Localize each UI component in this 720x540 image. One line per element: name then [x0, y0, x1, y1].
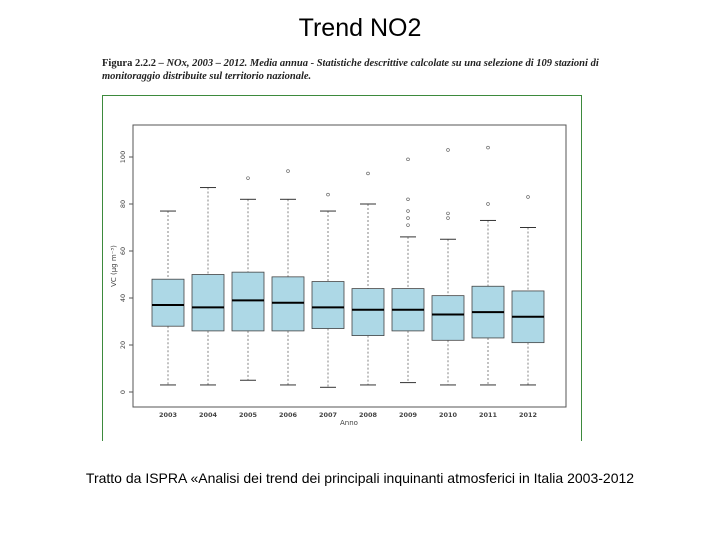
figure-frame — [102, 95, 582, 441]
box-2012 — [511, 195, 545, 386]
source-note: Tratto da ISPRA «Analisi dei trend dei p… — [85, 470, 635, 486]
outlier-point — [406, 157, 410, 162]
box-2003 — [151, 210, 185, 386]
boxes-group — [151, 145, 545, 388]
y-tick-label: 100 — [119, 151, 127, 163]
iqr-box — [271, 276, 305, 332]
x-tick-label: 2010 — [439, 411, 458, 419]
y-tick-label: 0 — [119, 390, 127, 394]
y-tick-label: 80 — [119, 200, 127, 208]
box-2008 — [351, 171, 385, 386]
box-2005 — [231, 176, 265, 381]
x-axis-label: Anno — [340, 419, 358, 427]
figure-caption: Figura 2.2.2 – NOx, 2003 – 2012. Media a… — [102, 57, 602, 83]
outlier-point — [406, 197, 410, 202]
x-tick-label: 2012 — [519, 411, 537, 419]
iqr-box — [311, 281, 345, 329]
y-axis-label: VC (µg m⁻³) — [110, 245, 118, 287]
figure-caption-text: – NOx, 2003 – 2012. Media annua - Statis… — [102, 58, 599, 82]
plot-area-border — [132, 124, 567, 408]
box-2011 — [471, 145, 505, 386]
outlier-point — [246, 176, 250, 180]
box-2007 — [311, 192, 345, 388]
x-tick-label: 2007 — [319, 411, 337, 419]
slide-title: Trend NO2 — [298, 14, 422, 42]
x-axis: 2003 2004 2005 2006 2007 2008 2009 2010 2011 2012 — [159, 411, 537, 419]
y-tick-label: 60 — [119, 247, 127, 255]
outlier-point — [526, 195, 530, 199]
iqr-box — [351, 288, 385, 337]
x-tick-label: 2003 — [159, 411, 177, 419]
outlier-point — [406, 223, 410, 227]
outlier-point — [406, 209, 410, 213]
y-tick-label: 40 — [119, 294, 127, 302]
figure-number: Figura 2.2.2 — [102, 58, 156, 69]
outlier-point — [366, 171, 370, 176]
box-2009 — [391, 157, 425, 384]
x-tick-label: 2009 — [399, 411, 418, 419]
outlier-point — [286, 169, 290, 173]
box-2004 — [191, 187, 225, 386]
iqr-box — [231, 271, 265, 332]
iqr-box — [151, 278, 185, 327]
x-tick-label: 2008 — [359, 411, 378, 419]
x-tick-label: 2005 — [239, 411, 258, 419]
outlier-point — [446, 148, 450, 152]
box-2006 — [271, 169, 305, 386]
x-tick-label: 2004 — [199, 411, 218, 419]
outlier-point — [486, 202, 490, 206]
iqr-box — [191, 274, 225, 332]
outlier-point — [446, 211, 450, 216]
iqr-box — [431, 295, 465, 341]
x-tick-label: 2006 — [279, 411, 298, 419]
box-2010 — [431, 148, 465, 386]
x-tick-label: 2011 — [479, 411, 498, 419]
y-tick-label: 20 — [119, 341, 127, 349]
y-axis: 0 20 40 60 80 100 — [119, 151, 133, 394]
outlier-point — [326, 192, 330, 197]
outlier-point — [446, 216, 450, 220]
outlier-point — [486, 145, 490, 150]
outlier-point — [406, 216, 410, 220]
